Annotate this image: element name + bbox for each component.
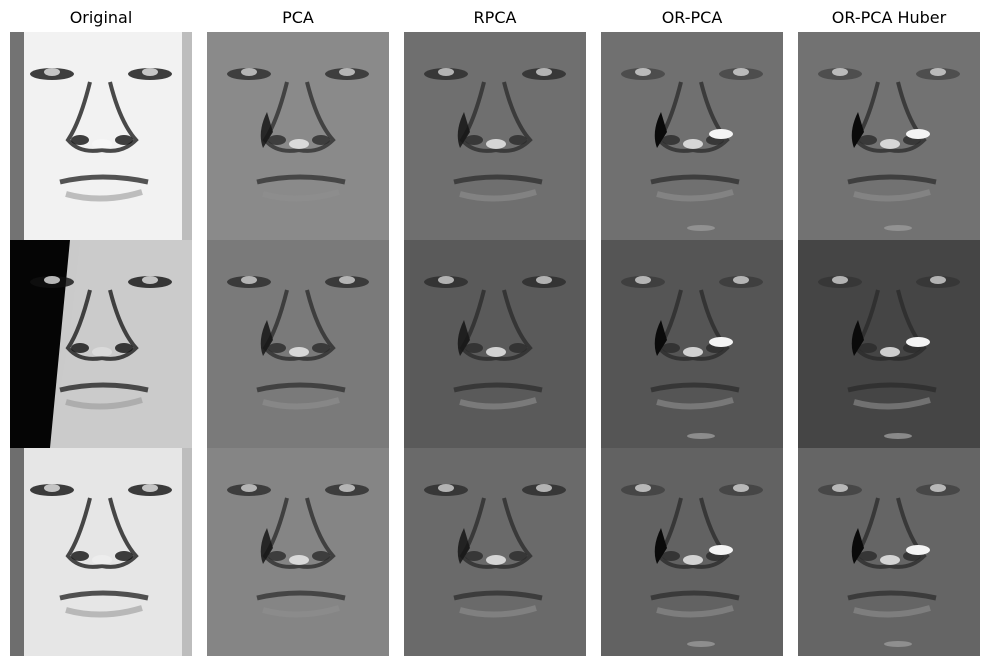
face-image-graphic	[207, 448, 389, 656]
column-title: OR-PCA Huber	[831, 8, 947, 27]
face-image	[404, 32, 586, 240]
face-image	[207, 32, 389, 240]
face-image	[798, 240, 980, 448]
face-features	[424, 484, 566, 618]
face-image	[207, 240, 389, 448]
face-features	[818, 68, 960, 231]
face-image	[601, 448, 783, 656]
face-features	[424, 68, 566, 202]
face-image	[601, 32, 783, 240]
face-image-graphic	[798, 32, 980, 240]
face-image	[404, 448, 586, 656]
face-features	[10, 448, 192, 656]
face-image-graphic	[798, 240, 980, 448]
face-image-graphic	[207, 32, 389, 240]
face-image-graphic	[207, 240, 389, 448]
method-column	[601, 32, 783, 656]
face-features	[424, 276, 566, 410]
face-image-graphic	[798, 448, 980, 656]
face-features	[227, 484, 369, 618]
column-title: Original	[69, 8, 133, 27]
face-image-graphic	[601, 448, 783, 656]
face-features	[10, 32, 192, 240]
face-image-graphic	[10, 240, 192, 448]
column-title: PCA	[282, 8, 314, 27]
face-features	[621, 276, 763, 439]
face-image-graphic	[601, 240, 783, 448]
face-image-graphic	[10, 448, 192, 656]
method-column	[404, 32, 586, 656]
face-image-graphic	[404, 240, 586, 448]
face-image	[10, 240, 192, 448]
face-features	[621, 484, 763, 647]
face-image-graphic	[404, 448, 586, 656]
face-features	[818, 484, 960, 647]
column-title: OR-PCA	[661, 8, 723, 27]
face-image	[10, 448, 192, 656]
face-features	[818, 276, 960, 439]
face-image	[404, 240, 586, 448]
face-image	[798, 32, 980, 240]
method-column	[10, 32, 192, 656]
face-image-graphic	[10, 32, 192, 240]
column-title: RPCA	[473, 8, 517, 27]
face-features	[10, 240, 192, 448]
face-features	[621, 68, 763, 231]
face-image	[10, 32, 192, 240]
face-image	[798, 448, 980, 656]
face-image	[207, 448, 389, 656]
face-image-graphic	[601, 32, 783, 240]
method-column	[798, 32, 980, 656]
face-features	[227, 276, 369, 410]
method-column	[207, 32, 389, 656]
face-image	[601, 240, 783, 448]
face-image-graphic	[404, 32, 586, 240]
face-features	[227, 68, 369, 202]
